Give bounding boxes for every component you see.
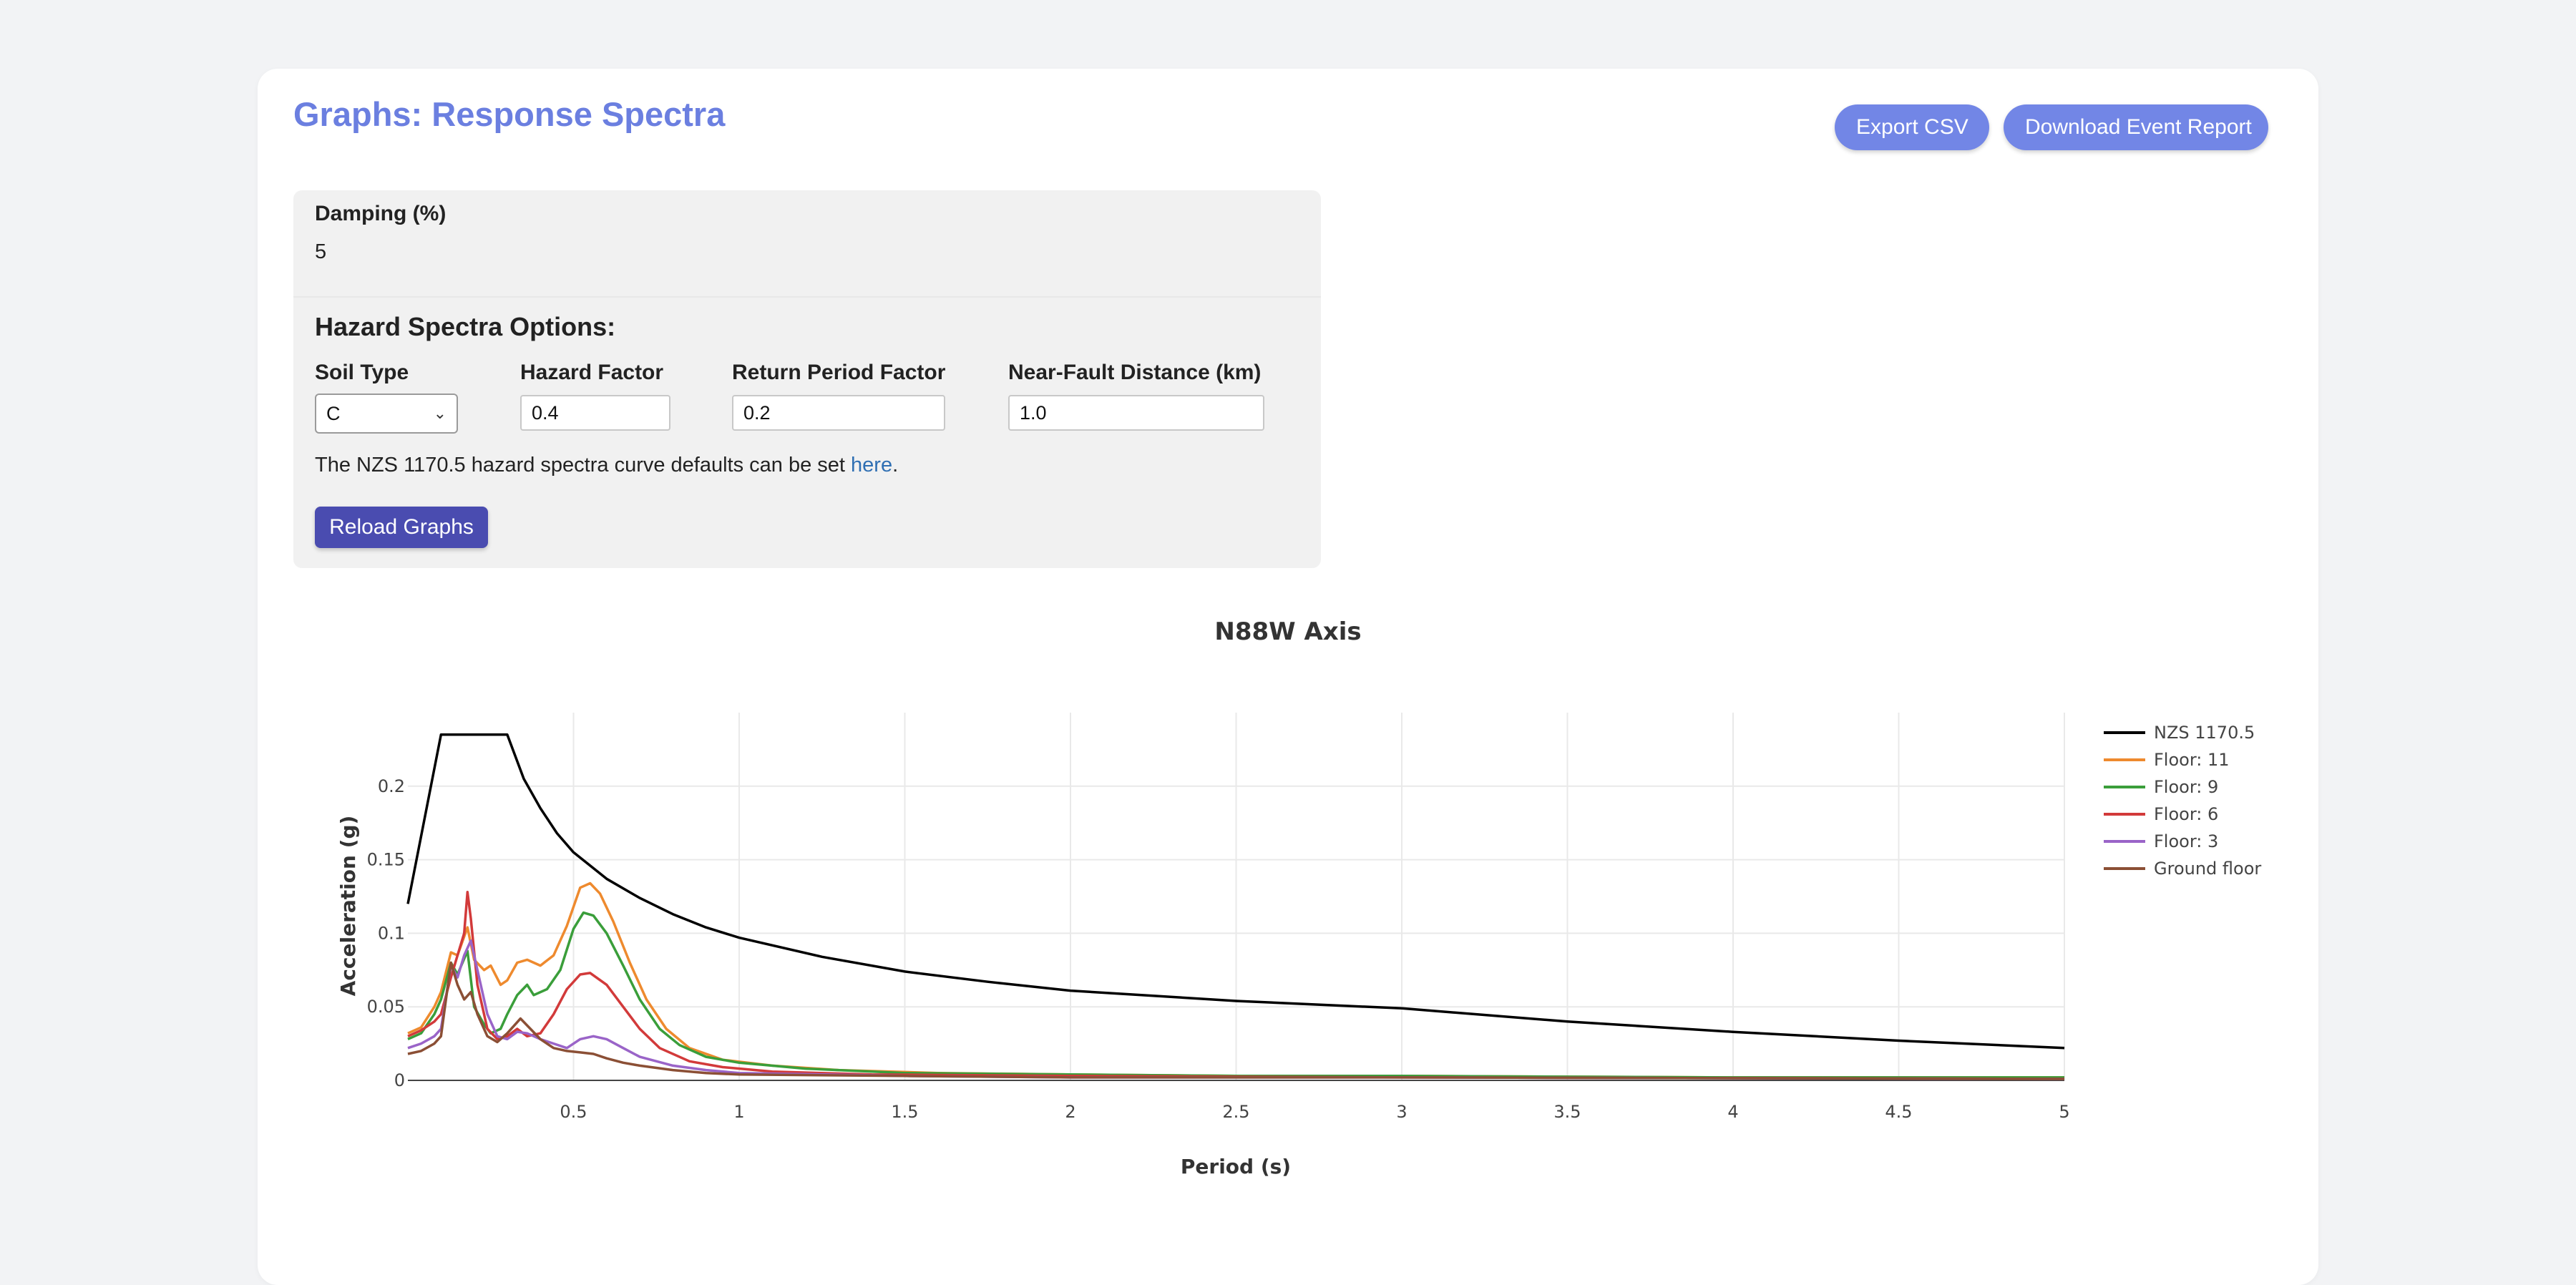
x-tick-label: 4 (1727, 1102, 1738, 1122)
legend-item[interactable]: NZS 1170.5 (2104, 723, 2255, 743)
damping-row: Damping (%) 5 (293, 190, 1321, 298)
chart-grid (408, 713, 2065, 1081)
x-tick-label: 0.5 (560, 1102, 587, 1122)
x-tick-label: 2.5 (1222, 1102, 1249, 1122)
defaults-link[interactable]: here (851, 454, 893, 477)
legend-item[interactable]: Floor: 11 (2104, 750, 2230, 770)
return-period-value: 0.2 (743, 401, 771, 424)
chevron-down-icon: ⌄ (433, 404, 447, 422)
defaults-note: The NZS 1170.5 hazard spectra curve defa… (315, 454, 898, 477)
hazard-factor-input[interactable]: 0.4 (520, 395, 670, 431)
hazard-spectra-title: Hazard Spectra Options: (315, 312, 616, 341)
series-line (406, 733, 2065, 1050)
legend-item[interactable]: Floor: 3 (2104, 831, 2218, 851)
legend-item[interactable]: Floor: 9 (2104, 777, 2218, 797)
legend-item[interactable]: Floor: 6 (2104, 804, 2218, 824)
y-axis-ticks: 0 0.05 0.1 0.15 0.2 (367, 776, 405, 1090)
soil-type-value: C (326, 402, 341, 424)
x-tick-label: 4.5 (1885, 1102, 1912, 1122)
soil-type-label: Soil Type (315, 361, 409, 384)
x-tick-label: 5 (2059, 1102, 2069, 1122)
legend-label: NZS 1170.5 (2154, 723, 2255, 743)
y-axis-label: Acceleration (g) (336, 816, 360, 997)
y-tick-label: 0.15 (367, 850, 405, 870)
near-fault-label: Near-Fault Distance (km) (1008, 361, 1262, 384)
legend-label: Floor: 9 (2154, 777, 2218, 797)
legend-label: Floor: 3 (2154, 831, 2218, 851)
response-spectra-chart: N88W Axis 0.5 1 1.5 2 2.5 3 3.5 4 4.5 5 00.050.10… (336, 617, 2261, 1178)
legend-label: Ground floor (2154, 859, 2261, 879)
soil-type-select[interactable]: C ⌄ (315, 394, 458, 434)
x-tick-label: 3.5 (1553, 1102, 1581, 1122)
near-fault-value: 1.0 (1020, 401, 1047, 424)
y-tick-label: 0.05 (367, 997, 405, 1017)
x-axis-label: Period (s) (1181, 1155, 1291, 1178)
legend-item[interactable]: Ground floor (2104, 859, 2261, 879)
export-csv-button[interactable]: Export CSV (1835, 104, 1989, 150)
reload-graphs-button[interactable]: Reload Graphs (315, 507, 488, 548)
y-tick-label: 0.2 (378, 776, 405, 796)
options-panel: Damping (%) 5 Hazard Spectra Options: So… (293, 190, 1321, 568)
x-tick-label: 1 (733, 1102, 744, 1122)
damping-value[interactable]: 5 (315, 240, 327, 263)
y-tick-label: 0 (394, 1070, 405, 1090)
legend-label: Floor: 11 (2154, 750, 2230, 770)
series-line (407, 961, 2065, 1080)
near-fault-input[interactable]: 1.0 (1008, 395, 1264, 431)
hazard-factor-value: 0.4 (532, 401, 559, 424)
hazard-factor-label: Hazard Factor (520, 361, 664, 384)
series-line (407, 891, 2065, 1080)
x-axis-ticks: 0.5 1 1.5 2 2.5 3 3.5 4 4.5 5 (560, 1102, 2069, 1122)
chart-series (406, 733, 2065, 1080)
download-event-report-button[interactable]: Download Event Report (2004, 104, 2268, 150)
damping-label: Damping (%) (315, 202, 447, 225)
return-period-input[interactable]: 0.2 (732, 395, 945, 431)
legend-label: Floor: 6 (2154, 804, 2218, 824)
y-tick-label: 0.1 (378, 923, 405, 943)
main-card: Graphs: Response Spectra Export CSV Down… (258, 69, 2318, 1285)
defaults-note-end: . (892, 454, 899, 477)
x-tick-label: 1.5 (891, 1102, 918, 1122)
page-title: Graphs: Response Spectra (293, 95, 726, 133)
defaults-note-text: The NZS 1170.5 hazard spectra curve defa… (315, 454, 852, 477)
return-period-label: Return Period Factor (732, 361, 946, 384)
chart-title: N88W Axis (1214, 617, 1361, 646)
x-tick-label: 2 (1065, 1102, 1075, 1122)
chart-legend[interactable]: NZS 1170.5 Floor: 11 Floor: 9 Floor: 6 Floor… (2104, 723, 2261, 879)
x-tick-label: 3 (1396, 1102, 1407, 1122)
